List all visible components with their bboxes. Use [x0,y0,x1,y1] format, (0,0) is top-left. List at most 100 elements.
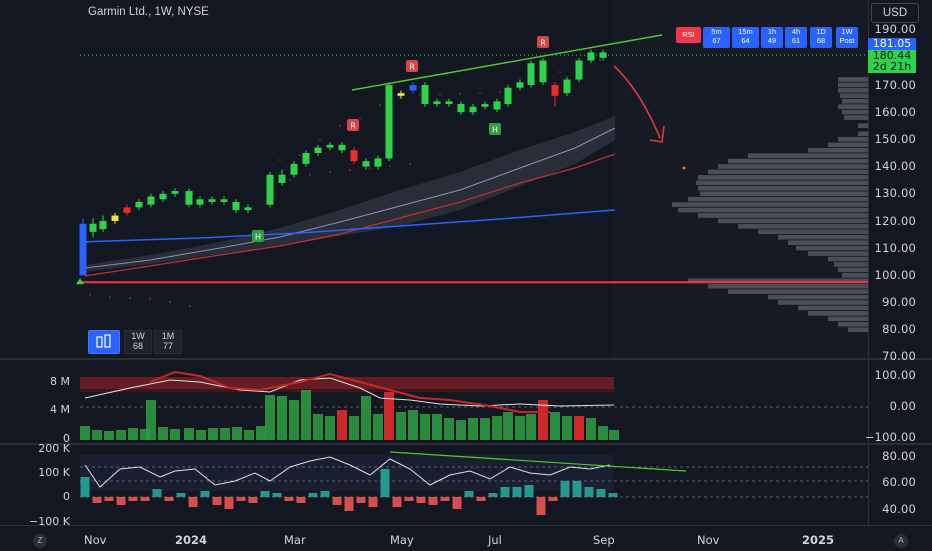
volume-profile-bar [838,77,868,82]
oscillator-bar [380,469,390,497]
candle-body [135,201,143,208]
timeframe-1h[interactable]: 1h 49 [761,27,783,48]
volume-bar [128,428,138,440]
trail-dot [149,298,151,300]
oscillator-pane[interactable] [0,445,868,525]
signal-label: H [492,126,498,135]
oscillator-bar [572,481,582,497]
volume-profile-bar [718,218,868,224]
volume-profile-bar [778,300,868,305]
volume-ma-line [84,377,615,407]
oscillator-bar [296,497,306,503]
oscillator-bar [320,491,330,497]
trail-dot [559,71,561,73]
oscillator-axis[interactable] [868,445,932,525]
price-chart[interactable]: R R R H H [0,0,868,358]
trail-dot [479,92,481,94]
trail-dot [389,165,391,167]
symbol-title[interactable]: Garmin Ltd., 1W, NYSE [88,6,209,18]
oscillator-bar [308,493,318,497]
volume-right-tick: 100.00 [874,368,916,382]
ma-line-blue [79,209,616,243]
volume-bar [373,414,383,440]
oscillator-bar [332,497,342,505]
candle-body [575,60,583,80]
trail-dot [409,163,411,165]
oscillator-chart[interactable] [0,445,868,525]
timeframe-value: 49 [767,36,777,45]
oscillator-right-tick: 40.00 [882,502,916,516]
candle-body [493,101,501,110]
volume-left-tick: 0 [63,432,70,445]
oscillator-bar [164,497,174,501]
volume-profile-bar [768,294,868,300]
toolbar-label: 1M [161,331,175,341]
candles-icon [96,334,111,348]
volume-profile-bar [698,213,868,218]
oscillator-bar [500,487,510,497]
volume-bar [480,418,490,440]
timeframe-label: 1D [816,27,826,36]
volume-axis[interactable] [868,360,932,443]
timeframe-1d[interactable]: 1D 68 [810,27,832,48]
oscillator-bar [560,481,570,497]
pane-separator[interactable] [0,443,932,445]
candle-body [504,87,512,105]
volume-bar [220,428,230,440]
volume-bar [609,430,619,440]
chart-style-icon[interactable] [88,330,120,354]
trail-dot [369,167,371,169]
candle-body [551,85,559,96]
candle-body [244,207,252,211]
trail-dot [359,117,361,119]
volume-chart[interactable] [0,360,868,443]
volume-profile-bar [840,93,868,99]
timeframe-value: 67 [712,36,721,45]
volume-bar [574,416,584,440]
candle-body [539,60,547,83]
volume-bar [444,418,454,440]
volume-bar [256,426,266,440]
volume-bar [140,429,150,440]
volume-pane[interactable] [0,360,868,443]
trail-dot [379,104,381,106]
toolbar-1w[interactable]: 1W 68 [124,330,152,354]
volume-profile-bar [838,137,868,142]
volume-profile-bar [718,164,868,169]
timeframe-5m[interactable]: 5m 67 [703,27,730,48]
volume-bar [468,418,478,440]
time-tick: Jul [488,533,502,547]
volume-profile-bar [678,207,868,213]
candle-body [338,144,346,151]
timeframe-4h[interactable]: 4h 61 [785,27,807,48]
volume-profile-bar [688,196,868,202]
signal-marker [537,36,549,48]
candle-body [111,215,119,221]
toolbar-1m[interactable]: 1M 77 [154,330,182,354]
volume-bar [492,416,502,440]
oscillator-bar [404,497,414,501]
trail-dot [339,125,341,127]
price-tick: 190.00 [874,22,916,36]
rsi-button[interactable]: RSI [676,27,701,43]
price-tick: 100.00 [874,268,916,282]
volume-bar [265,395,275,440]
timeframe-1w[interactable]: 1W Post [836,27,858,48]
time-axis[interactable] [0,525,932,551]
signal-label: R [540,39,546,48]
candle-body [99,221,107,230]
trail-dot [399,97,401,99]
current-price-label: 180.44 [868,50,916,62]
auto-scale-button[interactable]: A [894,534,908,548]
candle-body [123,207,131,213]
trail-dot [89,294,91,296]
zoom-button[interactable]: Z [33,534,47,548]
timeframe-15m[interactable]: 15m 64 [732,27,759,48]
price-pane[interactable]: R R R H H [0,0,868,358]
currency-selector[interactable]: USD [871,3,919,23]
candle-body [89,223,97,232]
oscillator-bar [596,489,606,497]
signal-label: R [350,122,356,131]
pane-separator[interactable] [0,358,932,360]
trail-dot [289,179,291,181]
